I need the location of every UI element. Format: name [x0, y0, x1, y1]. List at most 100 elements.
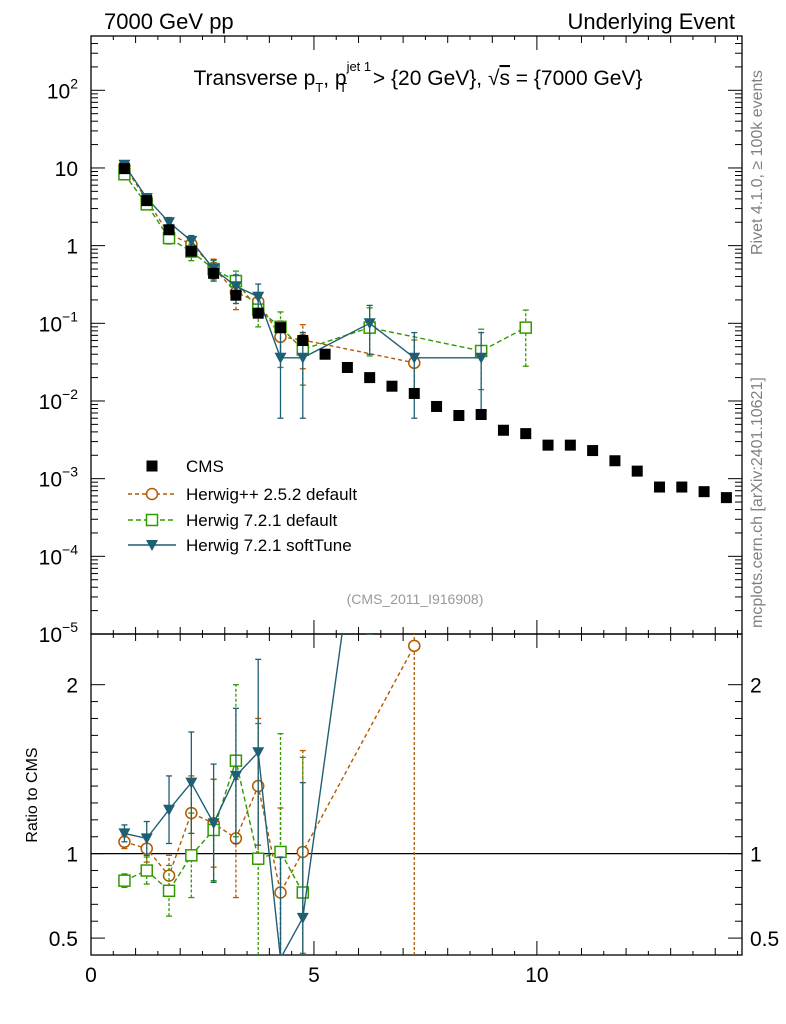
ratio-line [124, 645, 415, 895]
data-point [431, 400, 443, 412]
y-tick-label: 10−4 [39, 541, 79, 569]
analysis-watermark: (CMS_2011_I916908) [347, 591, 484, 607]
ratio-point [140, 833, 153, 845]
ratio-point [185, 849, 198, 862]
mc-point [363, 318, 376, 330]
mc-point [408, 352, 421, 364]
series-1 [118, 160, 421, 399]
series-line [123, 173, 527, 352]
legend-marker [145, 513, 159, 527]
ratio-line [124, 634, 343, 955]
y-tick-label: 10−2 [39, 386, 79, 414]
legend-marker [146, 540, 158, 551]
series-3 [118, 159, 488, 419]
ratio-point [118, 874, 131, 887]
data-point [341, 361, 353, 373]
x-tick-label: 5 [308, 964, 320, 987]
header-energy-label: 7000 GeV pp [104, 9, 234, 34]
data-point [720, 492, 732, 504]
ratio-plot-frame [90, 633, 743, 956]
data-point [297, 335, 309, 347]
y-tick-label: 10−3 [39, 464, 79, 492]
y-tick-label: 102 [47, 75, 78, 103]
ratio-point [185, 777, 198, 789]
series-marks [118, 159, 732, 504]
series-line [123, 165, 415, 364]
data-point [520, 428, 532, 440]
data-point [453, 410, 465, 422]
data-point [475, 408, 487, 420]
ratio-tick-label: 2 [66, 675, 78, 698]
y-tick-label: 1 [66, 236, 78, 259]
mc-point [274, 352, 287, 364]
y-tick-label: 10−1 [39, 308, 79, 336]
legend-marker [146, 460, 158, 472]
legend-label: CMS [186, 457, 224, 476]
ratio-tick-label-right: 2 [750, 675, 762, 698]
mc-point [296, 352, 309, 364]
data-point [118, 163, 130, 175]
data-point [275, 322, 287, 334]
legend-label: Herwig 7.2.1 softTune [186, 536, 352, 555]
legend-entry-2: Herwig 7.2.1 default [128, 511, 337, 530]
ratio-point [252, 747, 265, 759]
data-point [676, 481, 688, 493]
legend-entry-1: Herwig++ 2.5.2 default [128, 485, 357, 504]
data-point [497, 424, 509, 436]
legend-entry-3: Herwig 7.2.1 softTune [128, 536, 352, 555]
ratio-point [207, 818, 220, 830]
mc-point [163, 217, 176, 229]
ratio-point [163, 804, 176, 816]
ratio-point [118, 828, 131, 840]
x-tick-label: 0 [85, 964, 97, 987]
data-point [230, 289, 242, 301]
ratio-tick-label: 0.5 [49, 928, 78, 951]
data-point [141, 195, 153, 207]
mc-point [519, 321, 532, 334]
legend: CMS Herwig++ 2.5.2 default Herwig 7.2.1 de… [128, 457, 357, 555]
mcplots-label: mcplots.cern.ch [arXiv:2401.10621] [749, 377, 766, 628]
data-point [163, 224, 175, 236]
data-point [654, 481, 666, 493]
data-point [587, 445, 599, 457]
ratio-tick-label: 1 [66, 844, 78, 867]
x-tick-label: 10 [525, 964, 548, 987]
data-point [408, 387, 420, 399]
series-line [123, 164, 482, 359]
y-tick-label: 10−5 [39, 619, 79, 647]
mc-point [185, 235, 198, 247]
data-point [364, 372, 376, 384]
ratio-marks [118, 634, 421, 955]
legend-label: Herwig++ 2.5.2 default [186, 485, 357, 504]
ratio-point [408, 639, 421, 653]
mc-point [475, 352, 488, 364]
data-point [609, 455, 621, 467]
data-point [319, 348, 331, 360]
data-point [564, 439, 576, 451]
header-analysis-label: Underlying Event [567, 9, 735, 34]
data-point [252, 307, 264, 319]
ratio-point [274, 845, 287, 859]
mc-point [229, 281, 242, 293]
ratio-series-3 [118, 634, 373, 955]
ratio-series-1 [118, 634, 421, 955]
legend-entry-0: CMS [146, 457, 224, 476]
ratio-point [229, 770, 242, 782]
ratio-point [251, 852, 265, 865]
ratio-tick-label-right: 1 [750, 844, 762, 867]
data-point [698, 486, 710, 498]
ratio-point [162, 884, 176, 898]
legend-label: Herwig 7.2.1 default [186, 511, 337, 530]
data-point [185, 245, 197, 257]
ratio-axis-label: Ratio to CMS [24, 747, 41, 842]
axes: 0 5 10 102 10 1 10−1 10−2 10−3 10−4 10−5 2 2 1 1 0.5 0.5 [39, 35, 779, 987]
y-tick-label: 10 [55, 158, 78, 181]
legend-marker [145, 487, 159, 501]
mc-point [252, 291, 265, 303]
data-point [631, 465, 643, 477]
series-0 [118, 163, 732, 504]
data-point [542, 439, 554, 451]
data-point [208, 267, 220, 279]
